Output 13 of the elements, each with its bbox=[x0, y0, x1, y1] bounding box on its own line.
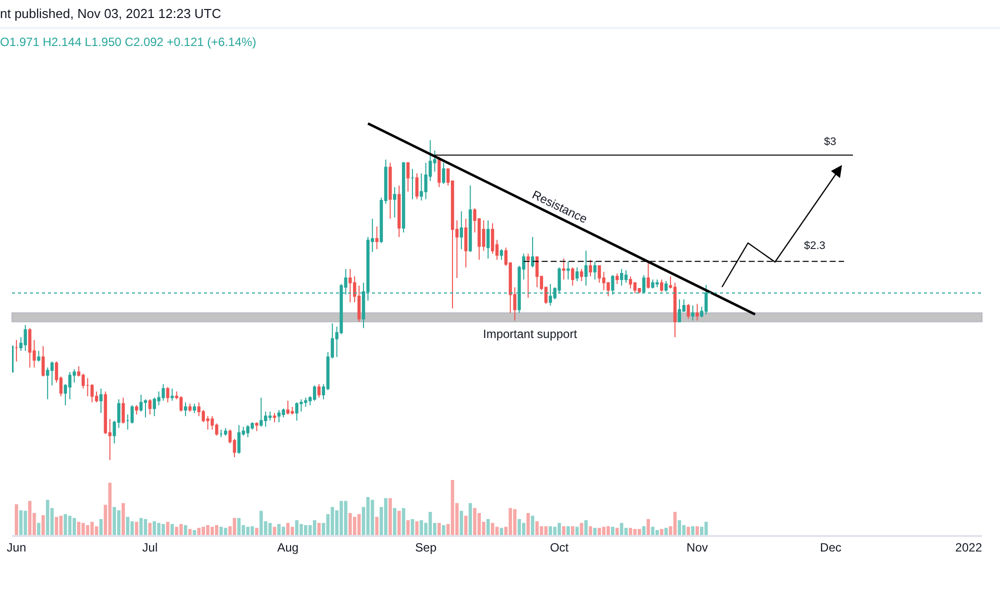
x-tick-label: Aug bbox=[277, 540, 299, 554]
x-tick-label: Jun bbox=[6, 540, 26, 554]
x-tick-label: Jul bbox=[142, 540, 158, 554]
x-tick-label: Dec bbox=[820, 540, 842, 554]
x-tick-label: Sep bbox=[415, 540, 437, 554]
chart-title: nt published, Nov 03, 2021 12:23 UTC bbox=[0, 6, 222, 21]
annotation: $2.3 bbox=[804, 240, 826, 252]
x-tick-label: Nov bbox=[686, 540, 708, 554]
x-tick-label: Oct bbox=[550, 540, 570, 554]
band-label: Important support bbox=[483, 327, 578, 341]
annotation: $3 bbox=[824, 136, 836, 148]
x-tick-label: 2022 bbox=[955, 540, 982, 554]
chart-subtitle: O1.971 H2.144 L1.950 C2.092 +0.121 (+6.14%) bbox=[0, 35, 256, 49]
